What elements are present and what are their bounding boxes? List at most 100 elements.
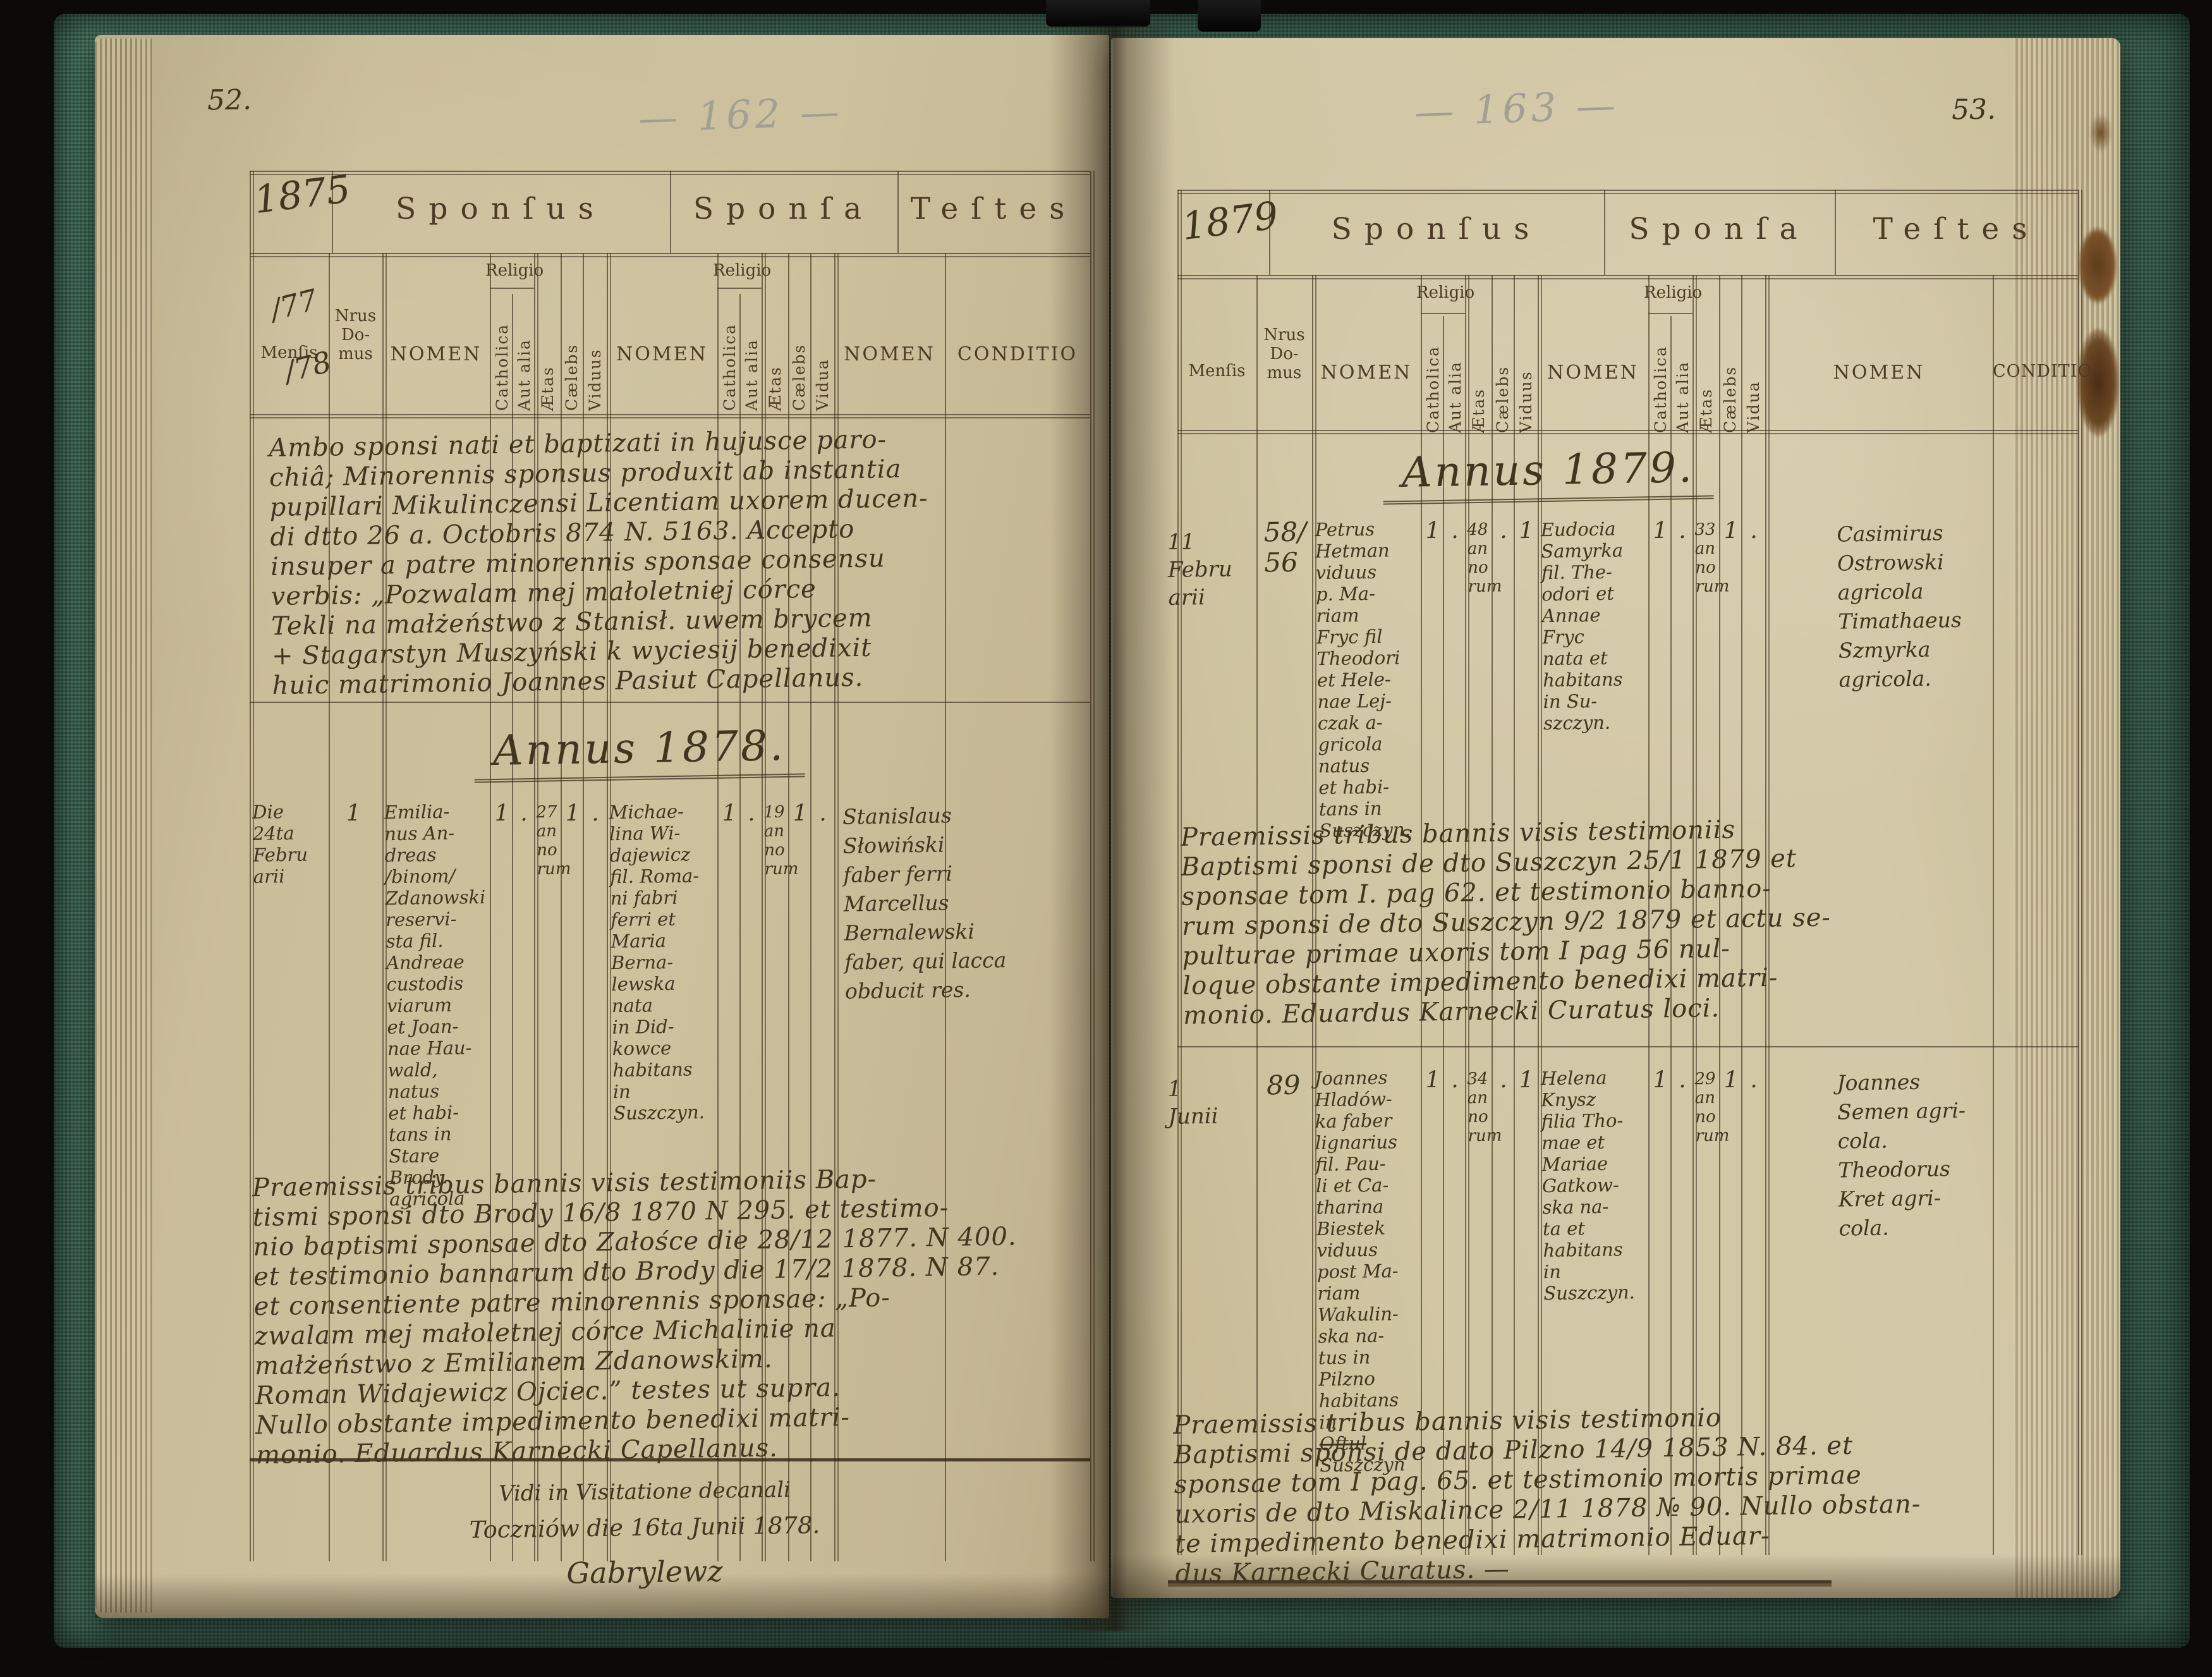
right-entry1-mensis: 11 Febru arii: [1167, 529, 1233, 611]
right-annus-heading: Annus 1879.: [1382, 442, 1714, 505]
right-entry1-sponsus-catholica: 1: [1425, 517, 1440, 544]
right-col-autalia-sponsus: Aut alia: [1446, 361, 1464, 433]
right-col-catholica-sponsa: Catholica: [1651, 345, 1670, 433]
ruled-line: [1765, 275, 1766, 1555]
right-entry1-sponsus-viduus: 1: [1519, 517, 1534, 544]
right-entry1-testes: Casimirus Ostrowski agricola Timathaeus …: [1837, 520, 1962, 692]
ruled-line: [583, 253, 584, 1561]
left-page: 52. — 162 — 1875 /77 /78 Sponſus Sponſa …: [95, 35, 1109, 1618]
ruled-line: [512, 294, 513, 1561]
right-entry1-sponsus-autalia: .: [1450, 517, 1459, 544]
left-header-testes: Teſtes: [910, 192, 1078, 226]
ruled-line: [534, 253, 535, 1561]
right-religio-sponsus: Religio: [1416, 283, 1475, 302]
right-col-conditio: CONDITIO: [1993, 362, 2093, 381]
ruled-line: [788, 253, 789, 1561]
left-entry-sponsa-catholica: 1: [722, 800, 737, 827]
ruled-line: [1741, 275, 1742, 1555]
ruled-line: [1538, 275, 1539, 1555]
right-col-mensis: Menſis: [1188, 362, 1246, 381]
right-col-aetas-sponsa: Ætas: [1697, 388, 1715, 433]
paper-stain: [2079, 228, 2117, 303]
right-entry2-sponsa-nomen: Helena Knysz filia Tho- mae et Mariae Ga…: [1540, 1066, 1636, 1305]
right-header-sponsus: Sponſus: [1331, 212, 1542, 247]
ruled-line: [1604, 190, 1605, 275]
left-entry-sponsus-viduus: .: [591, 800, 599, 827]
left-entry-sponsus-nomen: Emilia- nus An- dreas /binom/ Zdanowski …: [384, 800, 486, 1210]
right-entry2-sponsa-vidua: .: [1749, 1066, 1758, 1094]
right-col-nrus-domus: Nrus Do- mus: [1263, 326, 1305, 382]
right-entry2-testes: Joannes Semen agri- cola. Theodorus Kret…: [1837, 1069, 1966, 1241]
ruled-line: [250, 171, 1090, 172]
right-entry1-sponsa-caelebs: 1: [1723, 517, 1739, 544]
right-col-vidua-sponsa: Vidua: [1744, 381, 1763, 433]
ruled-line: [810, 253, 811, 1561]
ruled-line: [250, 253, 1090, 254]
left-year-mark-77: /77: [267, 282, 321, 327]
left-col-caelebs-sponsus: Cælebs: [562, 343, 581, 411]
right-entry1-sponsus-caelebs: .: [1499, 517, 1507, 544]
ruled-line: [1993, 275, 1994, 1555]
left-col-autalia-sponsa: Aut alia: [743, 339, 761, 411]
ruled-line: [1312, 275, 1313, 1555]
left-col-autalia-sponsus: Aut alia: [515, 339, 533, 411]
left-col-nomen-testes: NOMEN: [844, 343, 935, 365]
left-col-viduus-sponsus: Viduus: [586, 348, 604, 411]
right-entry2-sponsus-aetas: 34 an no rum: [1467, 1069, 1502, 1146]
holder-clip-right: [1198, 0, 1261, 32]
right-entry1-sponsa-aetas: 33 an no rum: [1694, 520, 1730, 597]
ruled-line: [561, 253, 562, 1561]
right-entry1-sponsa-catholica: 1: [1653, 517, 1668, 544]
left-vidi-line1: Vidi in Visitatione decanali: [498, 1477, 791, 1507]
right-col-autalia-sponsa: Aut alia: [1674, 361, 1692, 433]
right-entry1-sponsa-autalia: .: [1678, 517, 1686, 544]
right-entry2-sponsus-catholica: 1: [1425, 1066, 1440, 1094]
ruled-line: [1465, 275, 1466, 1555]
right-pencil-number: — 163 —: [1413, 82, 1620, 135]
paper-stain: [2077, 329, 2119, 436]
right-entry1-sponsa-vidua: .: [1749, 517, 1758, 544]
left-header-sponsus: Sponſus: [396, 192, 606, 226]
right-col-caelebs-sponsus: Cælebs: [1493, 365, 1512, 433]
ruled-line: [250, 414, 1090, 415]
left-banns-paragraph: Praemissis tribus bannis visis testimoni…: [252, 1164, 1017, 1470]
ruled-line: [762, 253, 763, 1561]
ruled-line: [250, 171, 251, 1561]
right-page: 53. — 163 — 1879 Sponſus Sponſa Teſtes M…: [1111, 38, 2120, 1598]
ruled-line: [897, 171, 899, 253]
ruled-line: [670, 171, 671, 253]
ruled-line: [1648, 275, 1650, 1555]
left-page-shadow: [95, 1574, 1109, 1618]
left-intro-paragraph: Ambo sponsi nati et baptizati in hujusce…: [269, 425, 928, 700]
ruled-line: [717, 288, 762, 289]
left-col-catholica-sponsa: Catholica: [720, 323, 739, 411]
right-entry2-sponsus-viduus: 1: [1519, 1066, 1534, 1094]
left-header-sponsa: Sponſa: [693, 192, 875, 226]
right-entry2-sponsus-caelebs: .: [1499, 1066, 1507, 1094]
right-page-shadow: [1111, 1554, 2120, 1598]
left-col-caelebs-sponsa: Cælebs: [790, 343, 808, 411]
ruled-line: [1492, 275, 1493, 1555]
ruled-line: [1256, 275, 1258, 1555]
right-col-caelebs-sponsa: Cælebs: [1721, 365, 1739, 433]
right-entry2-mensis: 1 Junii: [1167, 1076, 1218, 1130]
left-entry-sponsus-catholica: 1: [494, 800, 509, 827]
ruled-line: [1177, 190, 1179, 1555]
ruled-line: [1670, 316, 1672, 1555]
left-col-nomen-sponsa: NOMEN: [616, 343, 708, 365]
ruled-line: [1835, 190, 1836, 275]
right-entry1-sponsus-nomen: Petrus Hetman viduus p. Ma- riam Fryc fi…: [1315, 518, 1411, 842]
ruled-line: [607, 253, 608, 1561]
right-col-viduus-sponsus: Viduus: [1517, 370, 1535, 433]
left-col-vidua-sponsa: Vidua: [813, 358, 832, 411]
right-year-label: 1879: [1179, 193, 1281, 250]
ruled-line: [1177, 275, 2078, 276]
right-banns1-paragraph: Praemissis tribus bannis visis testimoni…: [1180, 815, 1832, 1030]
ruled-line: [1168, 1580, 1832, 1583]
left-pencil-number: — 162 —: [637, 88, 844, 142]
ruled-line: [945, 253, 946, 1561]
ruled-line: [1648, 313, 1692, 314]
ruled-line: [1443, 316, 1444, 1555]
right-entry2-sponsa-caelebs: 1: [1723, 1066, 1739, 1094]
left-col-aetas-sponsus: Ætas: [538, 366, 557, 411]
